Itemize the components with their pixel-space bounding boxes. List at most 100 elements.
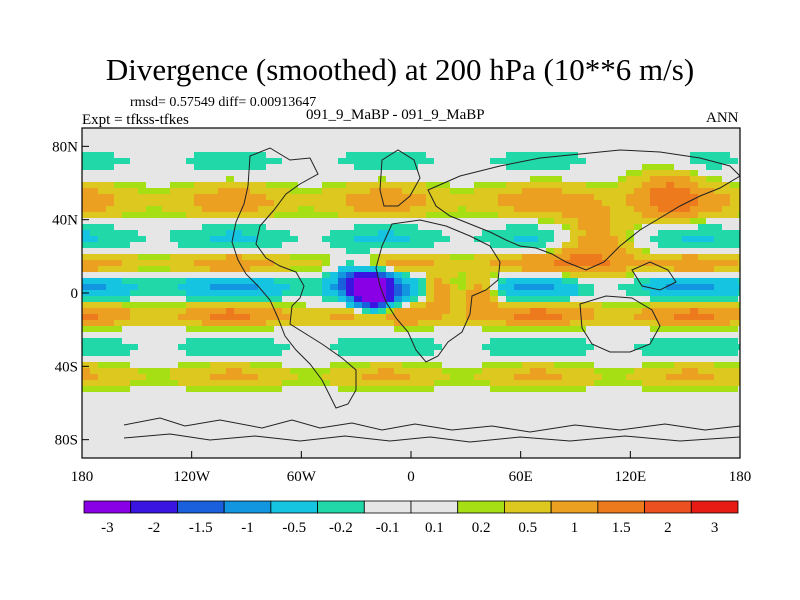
field-cell [290,266,299,273]
field-cell [90,326,99,333]
field-cell [434,452,443,458]
field-cell [242,410,251,417]
field-cell [186,182,195,189]
field-cell [650,134,659,141]
field-cell [82,146,91,153]
field-cell [266,326,275,333]
field-cell [242,152,251,159]
field-cell [338,338,347,345]
field-cell [242,392,251,399]
field-cell [122,380,131,387]
field-cell [154,356,163,363]
field-cell [266,260,275,267]
field-cell [178,212,187,219]
field-cell [610,206,619,213]
field-cell [202,440,211,447]
field-cell [570,272,579,279]
field-cell [418,128,427,135]
field-cell [170,296,179,303]
field-cell [626,416,635,423]
field-cell [562,164,571,171]
field-cell [410,164,419,171]
field-cell [82,308,91,315]
field-cell [506,236,515,243]
field-cell [106,320,115,327]
field-cell [418,146,427,153]
field-cell [298,404,307,411]
field-cell [482,332,491,339]
field-cell [418,410,427,417]
field-cell [338,206,347,213]
field-cell [90,440,99,447]
field-cell [146,362,155,369]
field-cell [194,368,203,375]
field-cell [578,302,587,309]
field-cell [730,200,739,207]
field-cell [578,362,587,369]
field-cell [194,254,203,261]
field-cell [338,374,347,381]
field-cell [666,350,675,357]
field-cell [266,206,275,213]
field-cell [242,194,251,201]
field-cell [698,134,707,141]
field-cell [386,350,395,357]
field-cell [650,254,659,261]
field-cell [338,392,347,399]
field-cell [410,194,419,201]
field-cell [218,146,227,153]
field-cell [402,434,411,441]
field-cell [578,176,587,183]
field-cell [162,254,171,261]
field-cell [274,350,283,357]
field-cell [474,296,483,303]
field-cell [602,392,611,399]
field-cell [242,446,251,453]
field-cell [178,440,187,447]
field-cell [498,272,507,279]
field-cell [186,164,195,171]
field-cell [186,446,195,453]
field-cell [450,212,459,219]
field-cell [386,314,395,321]
field-cell [98,170,107,177]
field-cell [490,344,499,351]
field-cell [434,266,443,273]
field-cell [218,272,227,279]
field-cell [682,284,691,291]
field-cell [578,158,587,165]
field-cell [602,200,611,207]
field-cell [618,134,627,141]
field-cell [314,356,323,363]
field-cell [122,194,131,201]
field-cell [474,284,483,291]
field-cell [402,350,411,357]
field-cell [618,242,627,249]
field-cell [546,344,555,351]
field-cell [274,194,283,201]
field-cell [490,386,499,393]
field-cell [506,254,515,261]
field-cell [338,128,347,135]
field-cell [322,314,331,321]
field-cell [706,206,715,213]
field-cell [234,134,243,141]
field-cell [722,326,731,333]
field-cell [594,260,603,267]
field-cell [586,158,595,165]
field-cell [618,434,627,441]
field-cell [250,266,259,273]
field-cell [114,212,123,219]
field-cell [466,314,475,321]
field-cell [178,344,187,351]
field-cell [274,176,283,183]
field-cell [522,260,531,267]
field-cell [546,416,555,423]
field-cell [570,284,579,291]
field-cell [306,434,315,441]
field-cell [298,374,307,381]
field-cell [586,176,595,183]
field-cell [82,338,91,345]
field-cell [570,326,579,333]
field-cell [538,428,547,435]
